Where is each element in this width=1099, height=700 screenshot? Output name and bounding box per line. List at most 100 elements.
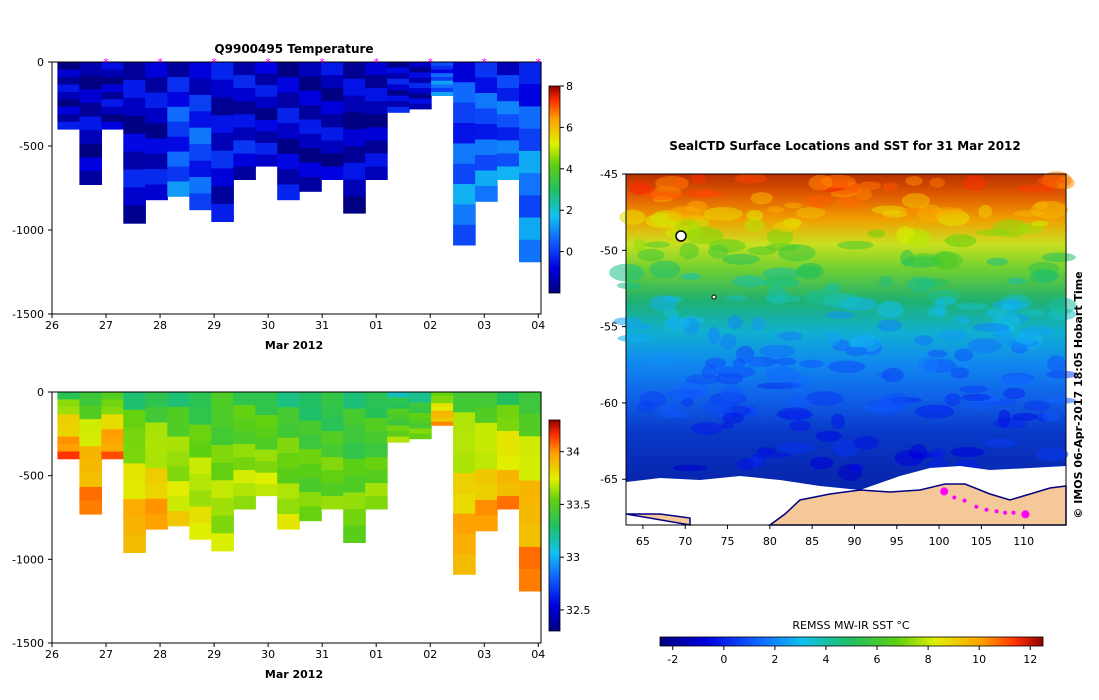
profile-cell xyxy=(299,506,322,522)
profile-cell xyxy=(145,468,168,484)
sst-patch xyxy=(1016,184,1056,193)
map-x-tick-label: 75 xyxy=(721,535,735,548)
sst-patch xyxy=(777,244,816,262)
profile-cell xyxy=(145,437,168,454)
profile-cell xyxy=(189,392,212,409)
sst-patch xyxy=(765,366,799,383)
profile-cell xyxy=(145,184,168,201)
profile-cell xyxy=(409,93,432,99)
profile-cell xyxy=(343,475,366,493)
x-tick-label: 30 xyxy=(261,648,275,661)
profile-cell xyxy=(145,123,168,139)
sst-patch xyxy=(844,346,868,356)
profile-cell xyxy=(365,114,388,128)
profile-cell xyxy=(475,500,498,516)
sst-patch xyxy=(930,448,946,461)
profile-cell xyxy=(365,140,388,154)
profile-cell xyxy=(453,143,476,165)
map-x-tick-label: 95 xyxy=(890,535,904,548)
profile-cell xyxy=(365,166,388,180)
profile-cell xyxy=(321,101,344,115)
profile-cell xyxy=(321,496,344,510)
profile-cell xyxy=(343,408,366,426)
profile-cell xyxy=(233,62,256,76)
sst-patch xyxy=(827,360,866,373)
profile-cell xyxy=(145,92,168,109)
sst-patch xyxy=(740,358,767,368)
sst-patch xyxy=(725,295,747,302)
profile-cell xyxy=(57,392,80,400)
profile-cell xyxy=(343,492,366,510)
profile-cell xyxy=(387,106,410,113)
sst-patch xyxy=(808,175,833,191)
profile-cell xyxy=(211,115,234,134)
temperature-title: Q9900495 Temperature xyxy=(214,42,373,56)
profile-cell xyxy=(233,166,256,180)
sst-patch xyxy=(715,366,756,378)
sst-patch xyxy=(799,359,824,368)
y-tick-label: -500 xyxy=(19,470,44,483)
profile-cell xyxy=(123,534,146,553)
profile-cell xyxy=(123,151,146,170)
kerguelen-island xyxy=(675,230,687,242)
profile-cell xyxy=(497,88,520,102)
profile-cell xyxy=(321,153,344,167)
profile-cell xyxy=(453,224,476,246)
profile-cell xyxy=(475,185,498,202)
map-title: SealCTD Surface Locations and SST for 31… xyxy=(669,139,1021,153)
salinity-plot-frame xyxy=(51,391,542,644)
map-colorbar-ticks: -2 0 2 4 6 8 10 12 xyxy=(667,646,1037,666)
profile-cell xyxy=(79,487,102,501)
sst-patch xyxy=(746,210,764,221)
profile-cell xyxy=(277,184,300,201)
profile-cell xyxy=(321,114,344,128)
sst-patch xyxy=(900,207,937,214)
profile-cell xyxy=(189,62,212,79)
profile-cell xyxy=(79,89,102,104)
x-tick-label: 28 xyxy=(153,648,167,661)
sst-patch xyxy=(833,439,858,458)
profile-cell xyxy=(431,395,454,400)
profile-cell xyxy=(211,533,234,552)
sst-patch xyxy=(1041,411,1061,422)
x-tick-label: 03 xyxy=(477,319,491,332)
profile-cell xyxy=(101,69,124,78)
profile-cell xyxy=(123,169,146,188)
profile-cell xyxy=(277,107,300,124)
profile-cell xyxy=(519,458,542,481)
profile-cell xyxy=(145,422,168,439)
salinity-colorbar-ticks: 34 33.5 33 32.5 xyxy=(560,446,591,617)
sst-patch xyxy=(732,358,746,368)
profile-cell xyxy=(211,150,234,169)
profile-cell xyxy=(57,429,80,437)
profile-cell xyxy=(453,82,476,103)
profile-cell xyxy=(343,458,366,476)
profile-cell xyxy=(431,62,454,67)
profile-cell xyxy=(167,106,190,123)
sst-patch xyxy=(720,422,734,430)
salinity-colorbar xyxy=(548,419,561,632)
profile-cell xyxy=(475,139,498,156)
sst-patch xyxy=(867,229,886,238)
profile-cell xyxy=(497,405,520,419)
sst-patch xyxy=(825,282,841,292)
profile-cell xyxy=(299,392,322,407)
profile-cell xyxy=(299,420,322,436)
sst-patch xyxy=(1023,400,1051,411)
profile-cell xyxy=(431,84,454,89)
profile-cell xyxy=(145,483,168,500)
profile-cell xyxy=(519,502,542,526)
profile-cell xyxy=(409,82,432,89)
sst-patch xyxy=(959,385,988,394)
profile-cell xyxy=(277,62,300,78)
sst-patch xyxy=(747,246,776,256)
profile-cell xyxy=(387,84,410,91)
sst-patch xyxy=(1020,326,1055,336)
profile-cell xyxy=(299,463,322,479)
profile-cell xyxy=(79,75,102,90)
sst-patch xyxy=(784,202,803,209)
profile-cell xyxy=(233,418,256,432)
sst-patch xyxy=(848,464,864,472)
profile-cell xyxy=(123,205,146,224)
profile-cell xyxy=(211,462,234,481)
